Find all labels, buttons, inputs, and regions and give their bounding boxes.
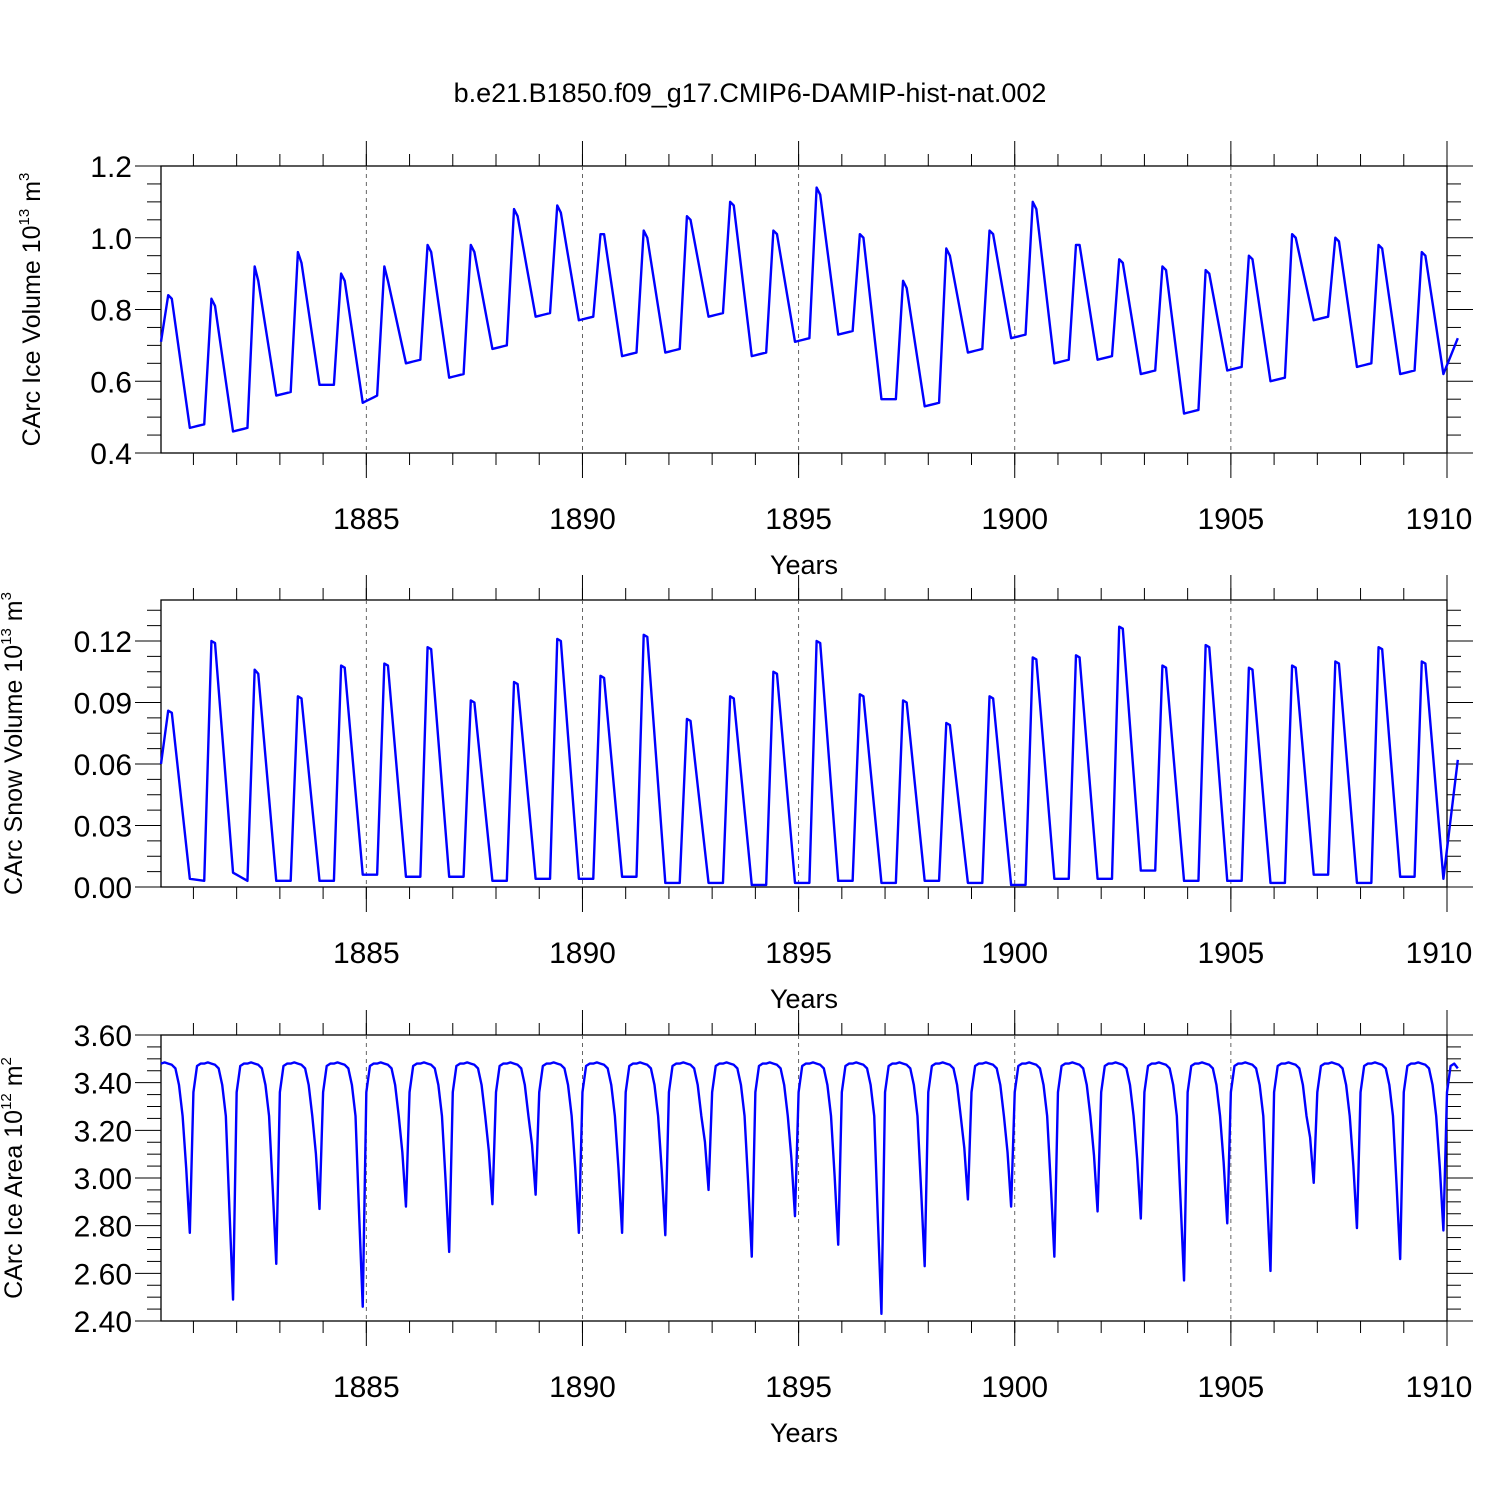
y-tick-label: 2.80 (74, 1211, 132, 1244)
series-line-ice-volume (159, 186, 1459, 433)
y-tick-label: 0.6 (90, 366, 132, 399)
series-line-ice-area (160, 1061, 1459, 1316)
y-tick-label: 2.60 (74, 1258, 132, 1291)
x-axis-title: Years (770, 550, 838, 580)
y-tick-label: 0.8 (90, 295, 132, 328)
y-axis-title: CArc Ice Area 1012 m2 (0, 1057, 28, 1299)
x-tick-label: 1885 (333, 503, 400, 536)
y-tick-label: 0.00 (74, 872, 132, 905)
y-tick-label: 1.0 (90, 223, 132, 256)
y-tick-label: 3.60 (74, 1020, 132, 1053)
y-tick-label: 0.09 (74, 688, 132, 721)
y-tick-label: 2.40 (74, 1306, 132, 1339)
x-tick-label: 1905 (1197, 503, 1264, 536)
x-tick-label: 1905 (1197, 937, 1264, 970)
x-tick-label: 1910 (1406, 503, 1473, 536)
y-tick-label: 1.2 (90, 151, 132, 184)
y-tick-label: 3.20 (74, 1115, 132, 1148)
x-axis-title: Years (770, 984, 838, 1014)
y-tick-label: 0.06 (74, 749, 132, 782)
panel-ice-area: 1885 1890 1895 1900 1905 1910 2.40 2.60 2.80 3.00… (0, 1010, 1473, 1448)
series-line-snow-volume (159, 625, 1460, 887)
y-tick-label: 3.00 (74, 1163, 132, 1196)
plot-frame (160, 165, 1448, 454)
panel-snow-volume: 1885 1890 1895 1900 1905 1910 0.00 0.03 0.06 0.09… (0, 575, 1473, 1014)
y-axis-title: CArc Ice Volume 1013 m3 (16, 173, 46, 447)
x-tick-label: 1900 (981, 503, 1048, 536)
x-tick-label: 1895 (765, 937, 832, 970)
x-tick-label: 1895 (765, 1371, 832, 1404)
x-tick-label: 1900 (981, 1371, 1048, 1404)
x-tick-label: 1885 (333, 1371, 400, 1404)
x-tick-label: 1910 (1406, 1371, 1473, 1404)
x-tick-label: 1905 (1197, 1371, 1264, 1404)
x-tick-label: 1890 (549, 937, 616, 970)
x-tick-label: 1885 (333, 937, 400, 970)
x-tick-label: 1890 (549, 1371, 616, 1404)
x-tick-label: 1910 (1406, 937, 1473, 970)
plot-frame (160, 599, 1448, 888)
x-axis-title: Years (770, 1418, 838, 1448)
chart-title: b.e21.B1850.f09_g17.CMIP6-DAMIP-hist-nat… (454, 78, 1047, 108)
x-tick-label: 1890 (549, 503, 616, 536)
x-tick-label: 1895 (765, 503, 832, 536)
y-tick-label: 0.4 (90, 438, 132, 471)
plot-frame (160, 1034, 1448, 1322)
x-tick-label: 1900 (981, 937, 1048, 970)
y-tick-label: 0.12 (74, 626, 132, 659)
y-tick-label: 3.40 (74, 1068, 132, 1101)
y-tick-label: 0.03 (74, 811, 132, 844)
y-axis-title: CArc Snow Volume 1013 m3 (0, 592, 28, 895)
panel-ice-volume: 1885 1890 1895 1900 1905 1910 0.4 0.6 0.8 1.0 1.2 Y… (16, 141, 1473, 580)
